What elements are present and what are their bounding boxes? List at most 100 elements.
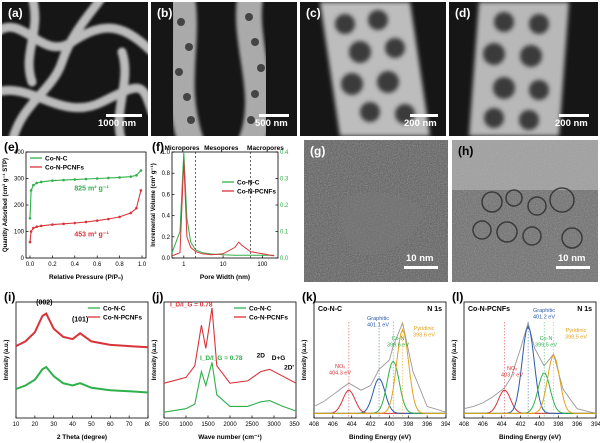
y-axis-label: Intensity (a.u.) — [452, 340, 458, 381]
x-tick-label: 400 — [534, 422, 545, 428]
x-tick-label: 20 — [32, 422, 39, 428]
scale-bar-b — [259, 114, 289, 117]
isotherm-series-co-n-c-point — [32, 183, 35, 187]
y-right-tick-label: 0.1 — [280, 230, 289, 236]
y-tick-label: 0.6 — [162, 192, 171, 198]
x-tick-label: 0.6 — [93, 262, 102, 268]
y-tick-label: 0.0 — [162, 256, 171, 262]
panel-label-k: (k) — [302, 290, 317, 304]
raman-chart: 500 1000 1500 2000 2500 3000 3500 Co-N-C Co-N-PC… — [152, 301, 300, 441]
x-tick-label: 50 — [88, 422, 95, 428]
peak-name-label: Graphitic — [367, 316, 389, 322]
x-tick-label: 10 — [220, 262, 227, 268]
x-axis-label: Binding Energy (eV) — [349, 434, 411, 441]
x-tick-label: 70 — [126, 422, 133, 428]
x-tick-label: 408 — [309, 422, 320, 428]
x-tick-label: 1 — [182, 262, 186, 268]
y-tick-label: 300 — [14, 177, 25, 183]
peak-energy-label: 404.3 eV — [329, 371, 351, 377]
x-tick-label: 406 — [328, 422, 339, 428]
tem-image-h: (h) 10 nm — [452, 140, 598, 282]
peak-name-label: Pyridinic — [414, 326, 435, 332]
panel-label-i: (i) — [4, 290, 16, 304]
plot-frame — [25, 151, 147, 259]
xrd-series-co-n-pcnfs — [15, 312, 149, 349]
xrd-series-co-n-c — [15, 365, 149, 394]
isotherm-series-co-n-pcnfs-point — [129, 211, 133, 215]
isotherm-series-co-n-c-point — [39, 180, 43, 184]
x-tick-label: 80 — [145, 422, 150, 428]
x-tick-label: 406 — [478, 422, 489, 428]
x-tick-label: 402 — [366, 422, 377, 428]
scale-bar-a — [106, 114, 142, 117]
isotherm-series-co-n-c-point — [28, 216, 32, 220]
scale-text-c: 200 nm — [404, 118, 437, 129]
isotherm-series-co-n-pcnfs-point — [84, 220, 88, 224]
isotherm-series-co-n-c-point — [84, 177, 88, 181]
y-right-tick-label: 0.2 — [280, 203, 289, 209]
isotherm-series-co-n-pcnfs-point — [139, 189, 143, 192]
x-tick-label: 398 — [403, 422, 414, 428]
x-tick-label: 402 — [516, 422, 527, 428]
x-tick-label: 1000 — [179, 422, 193, 428]
y-tick-label: 0.2 — [162, 235, 171, 241]
x-tick-label: 0.2 — [48, 262, 57, 268]
panel-label-h: (h) — [458, 144, 474, 158]
peak-name-label: Graphitic — [533, 308, 555, 314]
raman-series-co-n-c — [163, 362, 297, 413]
peak-energy-label: 398.6 eV — [413, 333, 435, 339]
x-tick-label: 398 — [553, 422, 564, 428]
x-tick-label: 60 — [107, 422, 114, 428]
x-tick-label: 0.8 — [115, 262, 124, 268]
region-label: Micropores — [165, 145, 200, 152]
tem-texture-g — [304, 140, 448, 282]
x-tick-label: 396 — [422, 422, 433, 428]
region-label: Macropores — [247, 145, 284, 152]
bet-isotherm-chart: 0.0 0.2 0.4 0.6 0.8 1.0 0 100 200 300 400 Co-N-C Co-… — [2, 150, 147, 281]
xps-component-peak — [464, 355, 596, 414]
legend-entry: Co-N-C — [237, 180, 260, 187]
x-tick-label: 10 — [13, 422, 20, 428]
y-tick-label: 0.8 — [162, 171, 171, 177]
x-tick-label: 0.0 — [26, 262, 35, 268]
isotherm-series-co-n-pcnfs-point — [35, 225, 39, 229]
peak-name-label: NOₓ — [335, 364, 345, 370]
peak-energy-label: 398.5 eV — [565, 335, 587, 341]
isotherm-series-co-n-c-point — [135, 174, 138, 177]
x-axis-label: Relative Pressure (P/P₀) — [49, 274, 123, 281]
scale-text-d: 200 nm — [555, 118, 588, 129]
y-right-tick-label: 0.4 — [280, 150, 289, 156]
isotherm-series-co-n-pcnfs-point — [39, 224, 43, 228]
plot-frame — [171, 151, 279, 259]
x-axis-label: Wave number (cm⁻¹) — [198, 434, 262, 441]
xps-region-label: N 1s — [427, 306, 442, 313]
panel-label-f: (f) — [152, 140, 164, 154]
sem-image-d: (d) 200 nm — [449, 2, 598, 136]
isotherm-series-co-n-c-point — [35, 181, 39, 185]
x-tick-label: 394 — [441, 422, 450, 428]
y-axis-label: Incremental Volume (cm³ g⁻¹) — [150, 163, 157, 246]
peak-label-d-g: D+G — [272, 355, 286, 362]
sem-texture-d — [469, 2, 569, 136]
isotherm-series-co-n-c-point — [62, 178, 65, 182]
legend-entry: Co-N-PCNFs — [45, 165, 84, 172]
sem-image-c: (c) 200 nm — [300, 2, 446, 136]
legend-entry: Co-N-C — [45, 156, 68, 163]
isotherm-series-co-n-pcnfs-point — [29, 230, 33, 233]
peak-energy-label: 399.5 eV — [535, 343, 557, 349]
isotherm-series-co-n-pcnfs-point — [95, 219, 99, 222]
xps-chart-co-n-pcnfs: 408 406 404 402 400 398 396 394 Co-N-PCNFs N 1s NO… — [452, 301, 600, 441]
x-tick-label: 1500 — [201, 422, 215, 428]
isotherm-series-co-n-c-point — [73, 178, 77, 181]
peak-energy-label: 399.6 eV — [387, 343, 409, 349]
scale-bar-g — [404, 266, 438, 269]
x-axis-label: Pore Width (nm) — [200, 274, 250, 281]
scale-bar-d — [559, 114, 589, 117]
isotherm-series-co-n-pcnfs-point — [73, 221, 77, 225]
x-tick-label: 40 — [69, 422, 76, 428]
y-tick-label: 400 — [14, 150, 25, 156]
peak-name-label: Co-N — [540, 336, 553, 342]
isotherm-series-co-n-pcnfs-point — [135, 206, 138, 210]
isotherm-series-co-n-pcnfs-point — [32, 226, 35, 230]
pore-series-co-n-c — [171, 151, 275, 256]
